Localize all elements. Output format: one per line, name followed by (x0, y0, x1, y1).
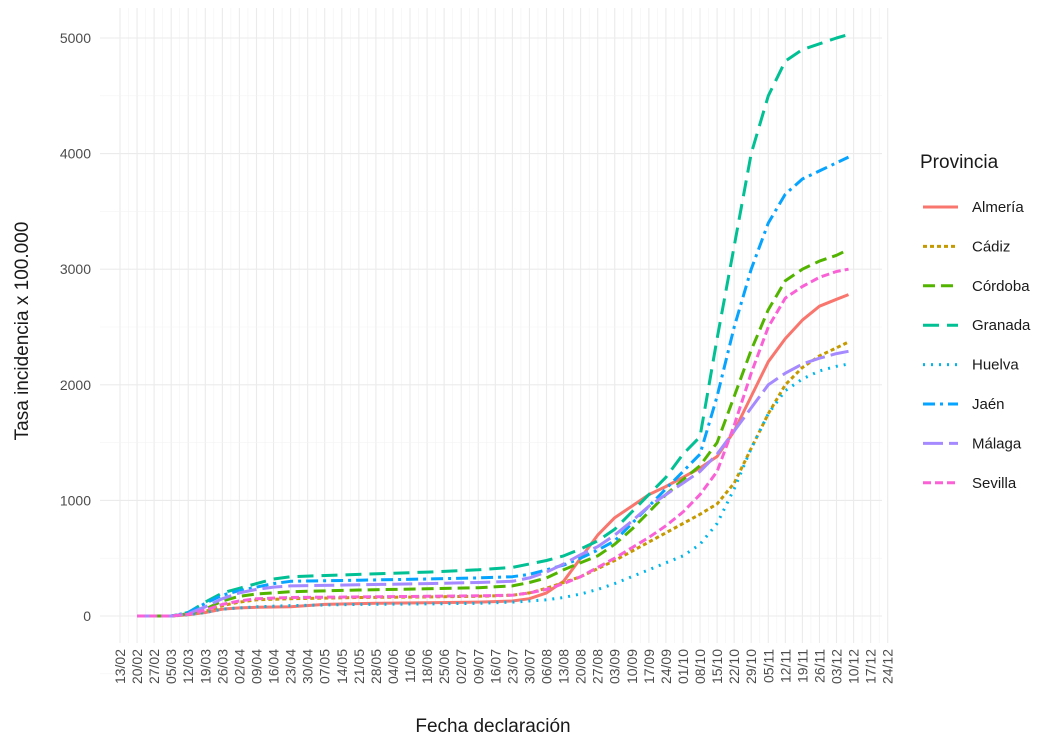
x-tick-label: 14/05 (334, 649, 350, 684)
legend-label: Sevilla (972, 475, 1017, 492)
x-tick-label: 02/04 (231, 649, 247, 684)
x-tick-label: 10/12 (846, 649, 862, 684)
x-tick-label: 05/11 (760, 649, 776, 683)
y-tick-label: 1000 (60, 492, 91, 508)
legend-label: Almería (972, 199, 1024, 216)
x-tick-label: 29/10 (743, 649, 759, 684)
x-tick-label: 17/09 (641, 649, 657, 684)
legend-label: Huelva (972, 357, 1019, 374)
x-tick-label: 05/03 (163, 649, 179, 684)
x-tick-label: 27/02 (146, 649, 162, 684)
y-tick-label: 4000 (60, 146, 91, 162)
x-axis-title: Fecha declaración (415, 716, 570, 737)
x-tick-label: 19/11 (794, 649, 810, 683)
legend-title: Provincia (920, 152, 999, 173)
x-tick-label: 26/11 (811, 649, 827, 683)
x-tick-label: 18/06 (419, 649, 435, 684)
x-tick-label: 07/05 (317, 649, 333, 684)
x-tick-label: 09/04 (248, 649, 264, 684)
x-tick-label: 24/12 (880, 649, 896, 684)
y-tick-label: 2000 (60, 377, 91, 393)
x-tick-label: 09/07 (470, 649, 486, 684)
x-tick-label: 02/07 (453, 649, 469, 684)
x-tick-label: 16/04 (266, 649, 282, 684)
series-line-córdoba (137, 248, 850, 618)
x-tick-label: 25/06 (436, 649, 452, 684)
x-tick-label: 10/09 (624, 649, 640, 684)
x-tick-label: 03/12 (829, 649, 845, 684)
x-tick-label: 26/03 (214, 649, 230, 684)
x-tick-label: 28/05 (368, 649, 384, 684)
x-tick-label: 22/10 (726, 649, 742, 684)
legend-label: Jaén (972, 396, 1005, 413)
x-tick-label: 04/06 (385, 649, 401, 684)
x-tick-label: 08/10 (692, 649, 708, 684)
series-line-málaga (137, 349, 849, 618)
legend-label: Granada (972, 317, 1031, 334)
legend-label: Cádiz (972, 238, 1010, 255)
series-line-sevilla (137, 267, 849, 618)
legend-label: Córdoba (972, 278, 1030, 295)
legend: Provincia Almería Cádiz Córdoba Granada Huel… (920, 152, 1031, 492)
x-tick-label: 12/03 (180, 649, 196, 684)
x-tick-label: 20/02 (129, 649, 145, 684)
series-line-jaén (137, 155, 850, 618)
y-tick-label: 5000 (60, 30, 91, 46)
gridlines (100, 8, 889, 675)
series-line-huelva (137, 362, 849, 618)
x-tick-label: 20/08 (573, 649, 589, 684)
series-lines (137, 33, 850, 618)
x-tick-label: 11/06 (402, 649, 418, 683)
x-tick-label: 30/07 (521, 649, 537, 684)
x-tick-label: 23/04 (283, 649, 299, 684)
x-tick-label: 16/07 (487, 649, 503, 684)
x-tick-label: 19/03 (197, 649, 213, 684)
x-tick-label: 03/09 (607, 649, 623, 684)
x-tick-label: 12/11 (777, 649, 793, 683)
x-tick-label: 01/10 (675, 649, 691, 684)
y-tick-labels: 0 1000 2000 3000 4000 5000 (60, 30, 91, 624)
x-tick-label: 30/04 (300, 649, 316, 684)
x-tick-label: 13/08 (556, 649, 572, 684)
x-tick-label: 06/08 (539, 649, 555, 684)
x-tick-label: 27/08 (590, 649, 606, 684)
x-tick-label: 21/05 (351, 649, 367, 684)
y-tick-label: 0 (83, 608, 91, 624)
x-tick-labels: 13/02 20/02 27/02 05/03 12/03 19/03 26/03 02/04… (112, 649, 896, 684)
series-line-granada (137, 33, 849, 618)
legend-label: Málaga (972, 435, 1022, 452)
x-tick-label: 13/02 (112, 649, 128, 684)
x-tick-label: 15/10 (709, 649, 725, 684)
x-tick-label: 23/07 (504, 649, 520, 684)
x-tick-label: 17/12 (863, 649, 879, 684)
y-tick-label: 3000 (60, 261, 91, 277)
y-axis-title: Tasa incidencia x 100.000 (12, 222, 33, 441)
x-tick-label: 24/09 (658, 649, 674, 684)
